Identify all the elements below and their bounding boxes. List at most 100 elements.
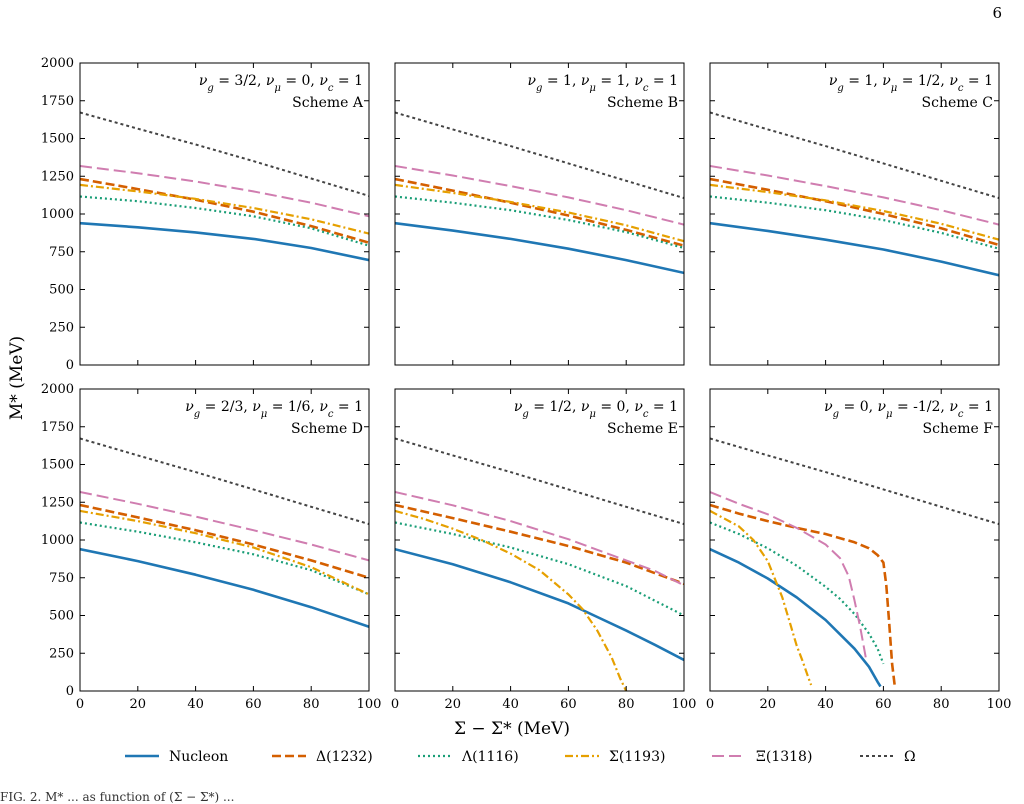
scheme-label: Scheme F — [923, 421, 994, 437]
y-tick-label: 2000 — [41, 382, 74, 397]
series-line-x — [710, 165, 999, 226]
series-line-s — [395, 509, 628, 691]
scheme-label: Scheme E — [607, 421, 678, 437]
series-line-n — [710, 221, 999, 277]
y-tick-label: 250 — [49, 320, 74, 335]
series-line-l — [80, 521, 369, 596]
params-annotation: νg = 1/2, νμ = 0, νc = 1 — [514, 399, 678, 420]
series-line-s — [80, 509, 369, 596]
y-tick-label: 500 — [49, 609, 74, 624]
series-line-l — [710, 521, 885, 665]
series-line-n — [710, 548, 882, 688]
y-tick-label: 750 — [49, 245, 74, 260]
series-line-l — [80, 195, 369, 247]
legend-label-o: Ω — [904, 749, 916, 765]
x-tick-label: 80 — [618, 697, 635, 712]
series-line-s — [710, 509, 813, 686]
y-axis-label: M* (MeV) — [7, 336, 27, 420]
series-line-n — [395, 221, 684, 275]
series-line-o — [710, 437, 999, 526]
x-tick-label: 40 — [817, 697, 834, 712]
params-annotation: νg = 2/3, νμ = 1/6, νc = 1 — [185, 399, 363, 420]
series-line-o — [80, 111, 369, 197]
y-tick-label: 1500 — [41, 132, 74, 147]
series-line-d — [80, 503, 369, 580]
y-tick-label: 1500 — [41, 458, 74, 473]
series-line-n — [80, 221, 369, 262]
series-group — [395, 111, 684, 275]
x-tick-label: 20 — [130, 697, 147, 712]
series-group — [80, 437, 369, 629]
legend-label-n: Nucleon — [169, 749, 228, 765]
legend-label-x: Ξ(1318) — [756, 749, 812, 765]
series-line-l — [710, 195, 999, 250]
y-tick-label: 250 — [49, 646, 74, 661]
series-line-x — [395, 165, 684, 226]
series-line-x — [80, 165, 369, 218]
series-line-d — [710, 503, 897, 689]
y-tick-label: 0 — [66, 358, 74, 373]
series-line-s — [80, 183, 369, 235]
series-line-s — [395, 183, 684, 243]
scheme-label: Scheme C — [922, 95, 993, 111]
series-line-x — [80, 491, 369, 562]
series-line-n — [80, 547, 369, 629]
panel-d: 0 250 500 750 1000 1250 1500 1750 2000 0 20 40 60 80 1… — [41, 382, 382, 712]
series-line-d — [710, 177, 999, 247]
legend-label-l: Λ(1116) — [461, 749, 519, 765]
series-line-x — [710, 491, 868, 660]
x-tick-label: 80 — [933, 697, 950, 712]
scheme-label: Scheme A — [292, 95, 364, 111]
page-number: 6 — [992, 4, 1002, 22]
x-tick-label: 40 — [187, 697, 204, 712]
series-line-o — [395, 437, 684, 526]
legend-label-s: Σ(1193) — [609, 749, 665, 765]
series-line-d — [80, 177, 369, 244]
panel-a: 0 250 500 750 1000 1250 1500 1750 2000 νg = 3/2, … — [41, 56, 370, 373]
x-tick-label: 40 — [502, 697, 519, 712]
y-tick-label: 1250 — [41, 169, 74, 184]
y-tick-label: 750 — [49, 571, 74, 586]
series-line-l — [395, 195, 684, 250]
panel-e: 0 20 40 60 80 100 νg = 1/2, νμ = 0, νc = 1Sche… — [391, 388, 697, 712]
series-group — [710, 437, 999, 689]
x-tick-label: 60 — [560, 697, 577, 712]
x-tick-label: 20 — [445, 697, 462, 712]
x-tick-label: 60 — [245, 697, 262, 712]
series-group — [395, 437, 684, 691]
x-tick-label: 20 — [760, 697, 777, 712]
x-tick-label: 80 — [303, 697, 320, 712]
series-line-o — [80, 437, 369, 526]
caption-fragment: FIG. 2. M* ... as function of (Σ − Σ*) .… — [0, 790, 235, 804]
panel-f: 0 20 40 60 80 100 νg = 0, νμ = -1/2, νc = 1Sch… — [706, 388, 1012, 712]
y-tick-label: 0 — [66, 684, 74, 699]
x-tick-label: 100 — [357, 697, 382, 712]
series-group — [710, 111, 999, 277]
series-group — [80, 111, 369, 262]
y-tick-label: 2000 — [41, 56, 74, 71]
x-tick-label: 0 — [391, 697, 399, 712]
y-tick-label: 1750 — [41, 94, 74, 109]
series-line-o — [710, 111, 999, 200]
y-tick-label: 1750 — [41, 420, 74, 435]
series-line-s — [710, 183, 999, 241]
legend: Nucleon Δ(1232) Λ(1116) Σ(1193) Ξ(1318) Ω — [125, 749, 916, 765]
params-annotation: νg = 1, νμ = 1, νc = 1 — [527, 73, 678, 94]
params-annotation: νg = 0, νμ = -1/2, νc = 1 — [824, 399, 993, 420]
y-tick-label: 500 — [49, 283, 74, 298]
scheme-label: Scheme D — [291, 421, 363, 437]
series-line-d — [395, 177, 684, 247]
legend-label-d: Δ(1232) — [316, 749, 373, 765]
x-tick-label: 0 — [76, 697, 84, 712]
series-line-x — [395, 491, 684, 587]
x-tick-label: 100 — [987, 697, 1012, 712]
x-tick-label: 100 — [672, 697, 697, 712]
y-tick-label: 1250 — [41, 495, 74, 510]
series-line-l — [395, 521, 684, 617]
x-tick-label: 60 — [875, 697, 892, 712]
y-tick-label: 1000 — [41, 533, 74, 548]
x-tick-label: 0 — [706, 697, 714, 712]
